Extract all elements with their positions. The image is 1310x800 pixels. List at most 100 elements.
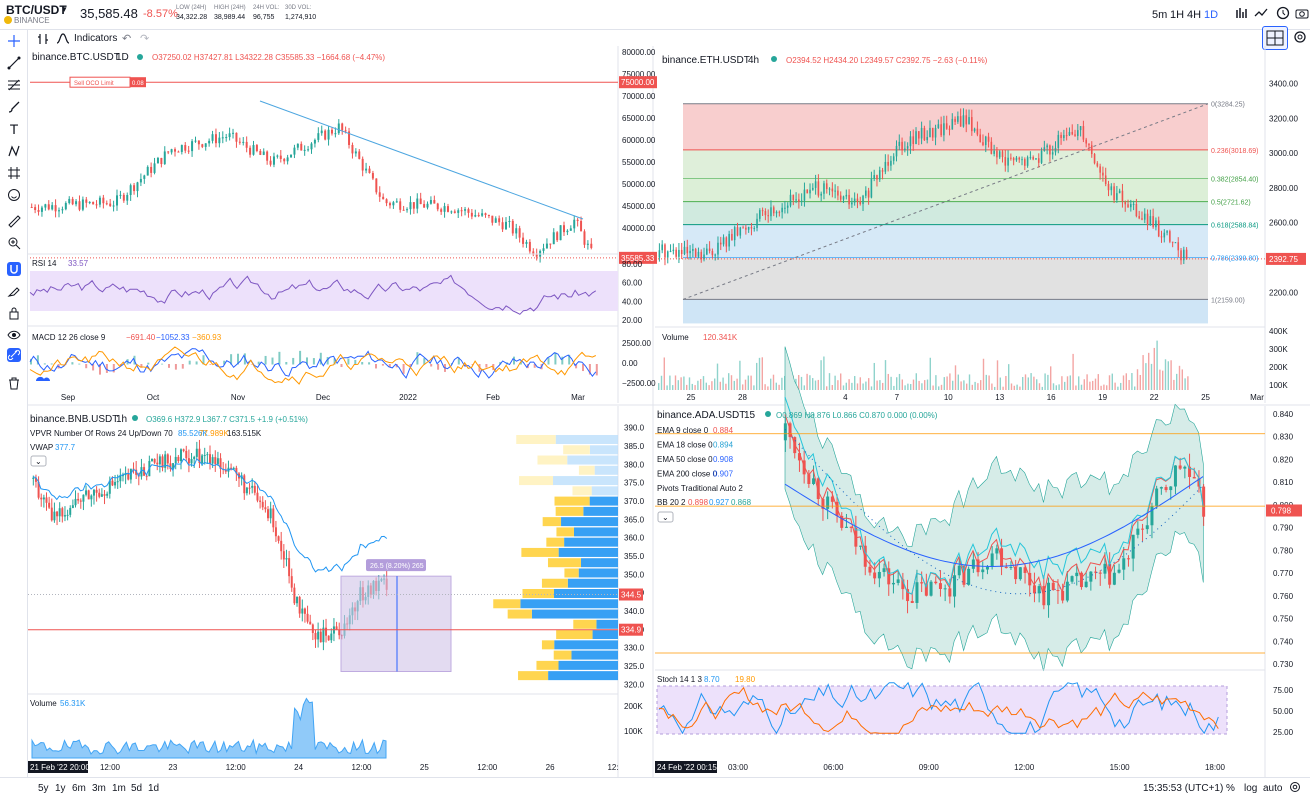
range-6m[interactable]: 6m <box>72 783 86 794</box>
interval-4h[interactable]: 4H <box>1187 9 1202 21</box>
eth-volume-bar <box>859 377 861 390</box>
indicators-icon[interactable] <box>56 32 70 48</box>
btc-candle <box>522 237 525 244</box>
compare-icon[interactable] <box>1254 6 1268 23</box>
bnb-vpvr-down-bar <box>541 640 555 650</box>
eth-volume-bar <box>683 376 685 390</box>
interval-5m[interactable]: 5m <box>1152 9 1168 21</box>
btc-candle <box>470 212 473 217</box>
eth-volume-bar <box>929 357 931 390</box>
fib-retracement-icon[interactable] <box>0 74 28 96</box>
range-5y[interactable]: 5y <box>38 783 49 794</box>
bar-style-icon[interactable] <box>37 33 49 48</box>
stay-drawing-icon[interactable] <box>0 280 28 302</box>
range-1d[interactable]: 1d <box>148 783 160 794</box>
btc-candle <box>214 134 217 144</box>
bnb-candle <box>174 456 177 464</box>
link-icon[interactable] <box>0 344 28 366</box>
eth-volume-bar <box>980 380 982 390</box>
bnb-vpvr-down-bar <box>578 465 595 475</box>
ada-bollinger-band <box>784 346 1204 672</box>
ada-candle <box>1084 581 1088 588</box>
interval-1d[interactable]: 1D <box>1204 9 1219 21</box>
ruler-icon[interactable] <box>0 210 28 232</box>
crosshair-icon[interactable] <box>0 30 28 52</box>
chart-grid[interactable]: Sell OCO Limit 0.08 80000.00 75000.00 70000.… <box>28 46 1310 777</box>
redo-icon[interactable]: ↷ <box>140 33 150 45</box>
eth-volume-bar <box>716 363 719 390</box>
chevron-down-icon[interactable]: ▾ <box>62 4 67 14</box>
range-3m[interactable]: 3m <box>92 783 106 794</box>
replay-icon[interactable] <box>1275 5 1291 24</box>
eth-volume-bar <box>814 380 817 390</box>
symbol-selector[interactable]: BTC/USDT <box>6 3 67 17</box>
bnb-candle <box>224 469 227 472</box>
bnb-vpvr-up-bar <box>520 599 618 609</box>
eth-candle <box>1099 166 1101 173</box>
eth-volume-bar <box>1145 363 1147 390</box>
indicators-button[interactable]: Indicators <box>74 33 118 44</box>
range-1y[interactable]: 1y <box>55 783 66 794</box>
lock-icon[interactable] <box>0 302 28 324</box>
btc-rsi-axis-label: 80.00 <box>622 260 643 269</box>
prediction-icon[interactable] <box>0 162 28 184</box>
bnb-axis-label: 385.0 <box>624 442 645 451</box>
eth-candle <box>996 150 998 158</box>
eth-candle <box>1085 139 1087 144</box>
ada-candle <box>1131 534 1135 559</box>
trash-icon[interactable] <box>0 372 28 394</box>
range-1m[interactable]: 1m <box>112 783 126 794</box>
ada-axis-label: 0.750 <box>1273 615 1294 624</box>
ada-time-label: 18:00 <box>1205 763 1226 772</box>
percent-toggle[interactable]: % <box>1226 783 1235 794</box>
emoji-icon[interactable] <box>0 184 28 206</box>
bnb-candle <box>48 502 51 508</box>
bnb-candle <box>298 596 301 614</box>
ada-candle <box>943 588 947 590</box>
text-icon[interactable]: T <box>9 121 19 137</box>
btc-candle <box>327 129 330 140</box>
bnb-candle <box>66 514 69 516</box>
ada-candle <box>1145 525 1149 530</box>
btc-candle <box>590 243 593 248</box>
btc-candle <box>156 157 159 164</box>
btc-status-dot <box>137 54 143 60</box>
eth-volume-bar <box>868 378 870 390</box>
clock-display[interactable]: 15:35:53 (UTC+1) <box>1143 783 1224 794</box>
interval-1h[interactable]: 1H <box>1170 9 1185 21</box>
range-5d[interactable]: 5d <box>131 783 143 794</box>
eth-volume-bar <box>1125 373 1127 390</box>
eth-candle <box>1107 183 1110 191</box>
pattern-icon[interactable] <box>0 140 28 162</box>
eye-icon[interactable] <box>0 324 28 346</box>
btc-macd-hist-value: −360.93 <box>192 333 222 342</box>
btc-candle <box>436 203 439 210</box>
chart-type-icon[interactable] <box>1235 6 1249 23</box>
btc-candle <box>191 141 194 152</box>
btc-price-tag-bg <box>619 251 657 264</box>
trendline-icon[interactable] <box>0 52 28 74</box>
undo-icon[interactable]: ↶ <box>122 33 132 45</box>
camera-icon[interactable] <box>1294 5 1310 24</box>
brush-icon[interactable] <box>0 96 28 118</box>
settings-gear-icon[interactable] <box>1293 30 1307 47</box>
eth-volume-bar <box>971 384 973 390</box>
ada-candle <box>783 423 787 441</box>
eth-volume-bar <box>1080 384 1083 390</box>
magnet-icon[interactable] <box>0 258 28 280</box>
settings-gear-icon[interactable] <box>1289 781 1301 796</box>
eth-fib-label: 0.236(3018.69) <box>1211 148 1258 155</box>
log-toggle[interactable]: log <box>1244 783 1258 794</box>
btc-candle <box>61 209 64 211</box>
bnb-vpvr-up-bar <box>564 537 618 547</box>
btc-macd-histogram-bar <box>312 358 315 365</box>
eth-volume-bar <box>915 373 917 390</box>
auto-toggle[interactable]: auto <box>1263 783 1283 794</box>
zoom-in-icon[interactable] <box>0 232 28 254</box>
eth-time-label: Mar <box>1250 393 1264 402</box>
bnb-volume-axis-label: 200K <box>624 702 643 711</box>
btc-order-tag: 75000.00 <box>621 78 655 87</box>
eth-axis-label: 2800.00 <box>1269 184 1298 193</box>
layout-button[interactable] <box>1262 26 1288 50</box>
btc-candle <box>197 140 200 145</box>
